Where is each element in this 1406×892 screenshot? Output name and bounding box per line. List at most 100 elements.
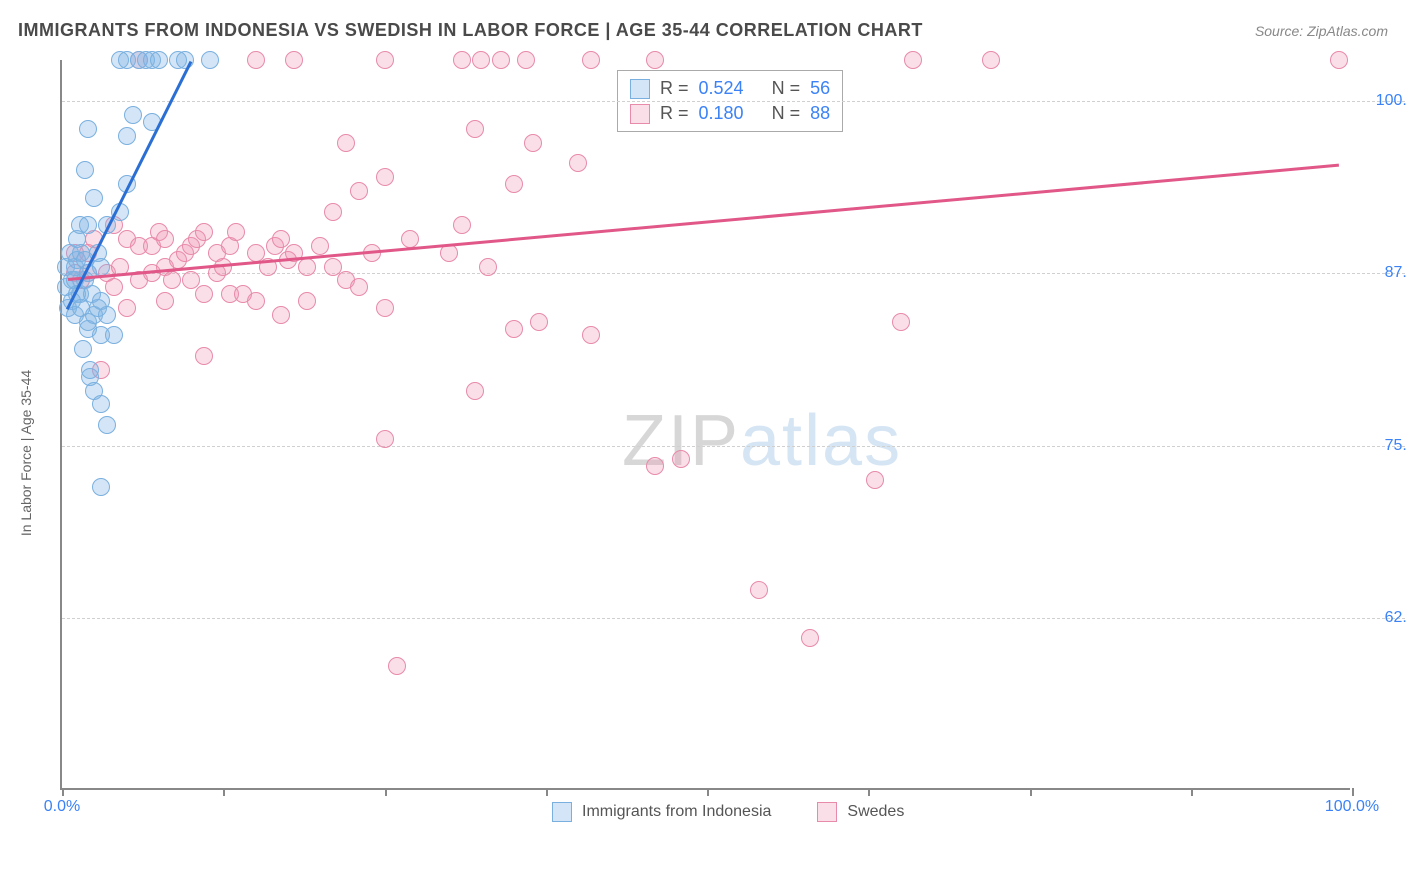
stats-row-swedes: R = 0.180 N = 88 xyxy=(630,101,830,126)
legend-swatch-indonesia xyxy=(552,802,572,822)
scatter-point xyxy=(105,326,123,344)
x-tick-mark xyxy=(707,788,709,796)
scatter-point xyxy=(904,51,922,69)
y-axis-label: In Labor Force | Age 35-44 xyxy=(18,370,34,536)
scatter-point xyxy=(285,51,303,69)
x-tick-mark xyxy=(868,788,870,796)
legend-label-indonesia: Immigrants from Indonesia xyxy=(582,803,771,821)
scatter-point xyxy=(376,430,394,448)
y-tick-label: 100.0% xyxy=(1376,92,1406,110)
chart-title: IMMIGRANTS FROM INDONESIA VS SWEDISH IN … xyxy=(18,20,923,41)
scatter-point xyxy=(646,51,664,69)
scatter-point xyxy=(298,292,316,310)
scatter-point xyxy=(646,457,664,475)
scatter-point xyxy=(479,258,497,276)
scatter-point xyxy=(92,395,110,413)
scatter-point xyxy=(98,416,116,434)
bottom-legend: Immigrants from Indonesia Swedes xyxy=(552,802,904,822)
scatter-point xyxy=(156,230,174,248)
scatter-point xyxy=(453,51,471,69)
gridline-h xyxy=(62,101,1406,102)
scatter-point xyxy=(750,581,768,599)
scatter-point xyxy=(376,299,394,317)
y-tick-label: 62.5% xyxy=(1385,609,1406,627)
stats-r-label-2: R = xyxy=(660,103,689,124)
watermark-zip: ZIP xyxy=(622,401,740,481)
chart-source: Source: ZipAtlas.com xyxy=(1255,23,1388,39)
scatter-point xyxy=(801,629,819,647)
chart-header: IMMIGRANTS FROM INDONESIA VS SWEDISH IN … xyxy=(18,20,1388,41)
scatter-point xyxy=(105,278,123,296)
stats-n-label: N = xyxy=(772,78,801,99)
scatter-point xyxy=(92,258,110,276)
x-tick-mark xyxy=(1030,788,1032,796)
scatter-point xyxy=(505,320,523,338)
stats-n-indonesia: 56 xyxy=(810,78,830,99)
scatter-point xyxy=(311,237,329,255)
scatter-point xyxy=(272,306,290,324)
scatter-point xyxy=(1330,51,1348,69)
scatter-point xyxy=(227,223,245,241)
scatter-point xyxy=(92,478,110,496)
gridline-h xyxy=(62,618,1406,619)
y-tick-label: 75.0% xyxy=(1385,437,1406,455)
scatter-point xyxy=(79,216,97,234)
scatter-point xyxy=(376,51,394,69)
scatter-point xyxy=(195,285,213,303)
scatter-point xyxy=(569,154,587,172)
scatter-point xyxy=(866,471,884,489)
stats-r-indonesia: 0.524 xyxy=(699,78,744,99)
scatter-point xyxy=(247,292,265,310)
scatter-point xyxy=(201,51,219,69)
scatter-point xyxy=(517,51,535,69)
scatter-point xyxy=(337,134,355,152)
scatter-point xyxy=(672,450,690,468)
scatter-point xyxy=(247,51,265,69)
x-tick-mark xyxy=(1352,788,1354,796)
scatter-point xyxy=(124,106,142,124)
scatter-point xyxy=(492,51,510,69)
stats-row-indonesia: R = 0.524 N = 56 xyxy=(630,76,830,101)
stats-n-label-2: N = xyxy=(772,103,801,124)
scatter-point xyxy=(350,278,368,296)
stats-n-swedes: 88 xyxy=(810,103,830,124)
scatter-point xyxy=(505,175,523,193)
stats-r-label: R = xyxy=(660,78,689,99)
scatter-point xyxy=(98,306,116,324)
scatter-point xyxy=(150,51,168,69)
scatter-point xyxy=(163,271,181,289)
scatter-point xyxy=(81,361,99,379)
scatter-point xyxy=(76,161,94,179)
legend-label-swedes: Swedes xyxy=(847,803,904,821)
scatter-point xyxy=(118,127,136,145)
scatter-point xyxy=(79,120,97,138)
scatter-point xyxy=(892,313,910,331)
scatter-point xyxy=(324,203,342,221)
x-tick-mark xyxy=(223,788,225,796)
chart-container: In Labor Force | Age 35-44 ZIPatlas R = … xyxy=(50,50,1386,840)
scatter-point xyxy=(524,134,542,152)
trend-line xyxy=(68,163,1339,280)
x-tick-mark xyxy=(546,788,548,796)
x-tick-mark xyxy=(385,788,387,796)
watermark-atlas: atlas xyxy=(740,401,902,481)
scatter-point xyxy=(376,168,394,186)
scatter-point xyxy=(530,313,548,331)
x-tick-mark xyxy=(62,788,64,796)
scatter-point xyxy=(472,51,490,69)
scatter-point xyxy=(401,230,419,248)
scatter-point xyxy=(466,120,484,138)
scatter-point xyxy=(982,51,1000,69)
scatter-point xyxy=(118,299,136,317)
scatter-point xyxy=(388,657,406,675)
x-tick-label: 0.0% xyxy=(44,798,80,816)
y-tick-label: 87.5% xyxy=(1385,264,1406,282)
scatter-point xyxy=(350,182,368,200)
scatter-point xyxy=(85,189,103,207)
legend-swatch-swedes xyxy=(817,802,837,822)
scatter-point xyxy=(195,347,213,365)
x-tick-mark xyxy=(1191,788,1193,796)
plot-area: ZIPatlas R = 0.524 N = 56 R = 0.180 N = … xyxy=(60,60,1350,790)
scatter-point xyxy=(298,258,316,276)
gridline-h xyxy=(62,446,1406,447)
